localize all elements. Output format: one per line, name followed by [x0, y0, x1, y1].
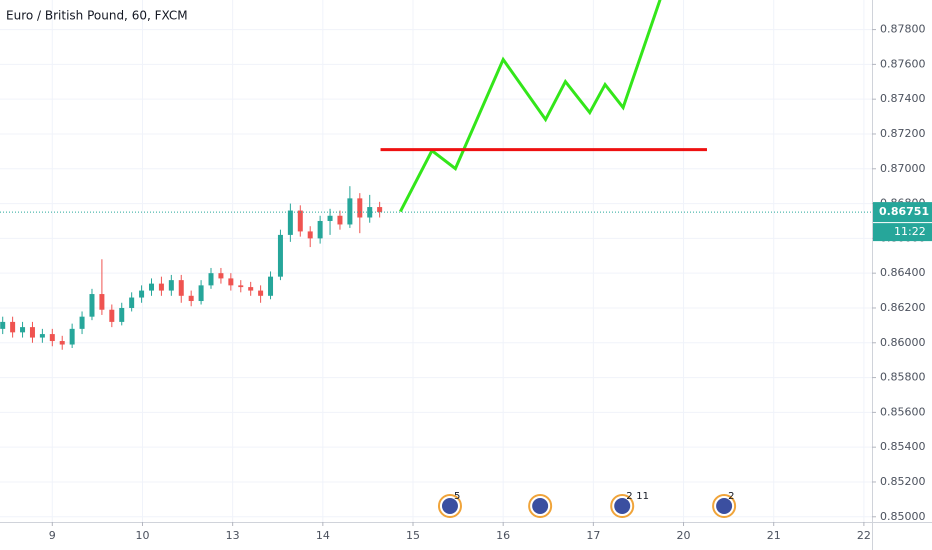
candle-body: [277, 234, 283, 277]
candle-body: [208, 273, 214, 286]
candle-body: [347, 198, 353, 225]
candle-body: [39, 334, 45, 338]
x-tick-label: 14: [316, 529, 330, 542]
candle-body: [49, 334, 55, 342]
countdown-label: 11:22: [894, 225, 926, 238]
price-tag: [873, 202, 932, 223]
candle-body: [357, 198, 363, 218]
candle-body: [79, 316, 85, 329]
candle-body: [248, 287, 254, 291]
x-tick-label: 17: [586, 529, 600, 542]
y-tick-label: 0.85000: [880, 510, 926, 523]
y-tick-label: 0.86000: [880, 336, 926, 349]
y-tick-label: 0.85800: [880, 371, 926, 384]
candle-body: [10, 321, 16, 333]
event-flag: [716, 498, 733, 514]
event-count: 2: [728, 491, 734, 502]
x-tick-label: 15: [406, 529, 420, 542]
candle-body: [327, 215, 333, 221]
y-tick-label: 0.87000: [880, 162, 926, 175]
candle-body: [99, 294, 105, 310]
candle-body: [20, 327, 26, 333]
event-flag: [441, 498, 458, 514]
y-tick-label: 0.87600: [880, 57, 926, 70]
candle-body: [29, 327, 35, 338]
candle-body: [287, 210, 293, 235]
y-tick-label: 0.87400: [880, 92, 926, 105]
trend-drawing: [399, 0, 662, 213]
y-tick-label: 0.86200: [880, 301, 926, 314]
x-tick-label: 9: [49, 529, 56, 542]
event-count: 11: [636, 491, 649, 502]
candle-body: [129, 297, 135, 308]
y-tick-label: 0.85400: [880, 440, 926, 453]
candle-body: [109, 309, 115, 322]
axes: 0.85000 0.85200 0.85400 0.85600 0.85800 0.860…: [49, 23, 932, 542]
candle-body: [148, 283, 154, 291]
chart-title: Euro / British Pound, 60, FXCM: [6, 9, 188, 23]
y-tick-label: 0.87800: [880, 23, 926, 36]
candle-body: [0, 321, 6, 329]
y-tick-label: 0.85600: [880, 405, 926, 418]
candle-body: [337, 215, 343, 225]
y-tick-label: 0.85200: [880, 475, 926, 488]
candle-body: [119, 307, 125, 322]
candle-body: [198, 285, 204, 302]
plot: 5 2 11 2: [0, 0, 872, 518]
y-tick-label: 0.87200: [880, 127, 926, 140]
candle-body: [139, 290, 145, 298]
price-tag-label: 0.86751: [879, 205, 929, 218]
candle-body: [158, 283, 164, 291]
candle-body: [297, 210, 303, 232]
event-count: 5: [454, 491, 460, 502]
event-flag: [532, 498, 549, 514]
x-tick-label: 13: [226, 529, 240, 542]
candle-body: [89, 294, 95, 317]
candle-body: [268, 276, 274, 296]
x-tick-label: 21: [767, 529, 781, 542]
event-count: 2: [626, 491, 632, 502]
x-tick-label: 10: [135, 529, 149, 542]
candle-body: [178, 280, 184, 296]
x-tick-label: 16: [496, 529, 510, 542]
candle-body: [258, 290, 264, 296]
event-flag: [614, 498, 631, 514]
candle-body: [218, 273, 224, 279]
candle-body: [188, 295, 194, 302]
candle-body: [228, 278, 234, 286]
candle-body: [307, 231, 313, 239]
candle-body: [168, 280, 174, 291]
y-tick-label: 0.86400: [880, 266, 926, 279]
candle-body: [59, 341, 65, 345]
grid: [0, 0, 872, 522]
countdown-tag: [873, 223, 932, 242]
x-tick-label: 20: [677, 529, 691, 542]
candle-body: [377, 207, 383, 213]
x-tick-label: 22: [857, 529, 871, 542]
candle-body: [69, 328, 75, 345]
candle-body: [317, 220, 323, 239]
candle-body: [238, 285, 244, 288]
